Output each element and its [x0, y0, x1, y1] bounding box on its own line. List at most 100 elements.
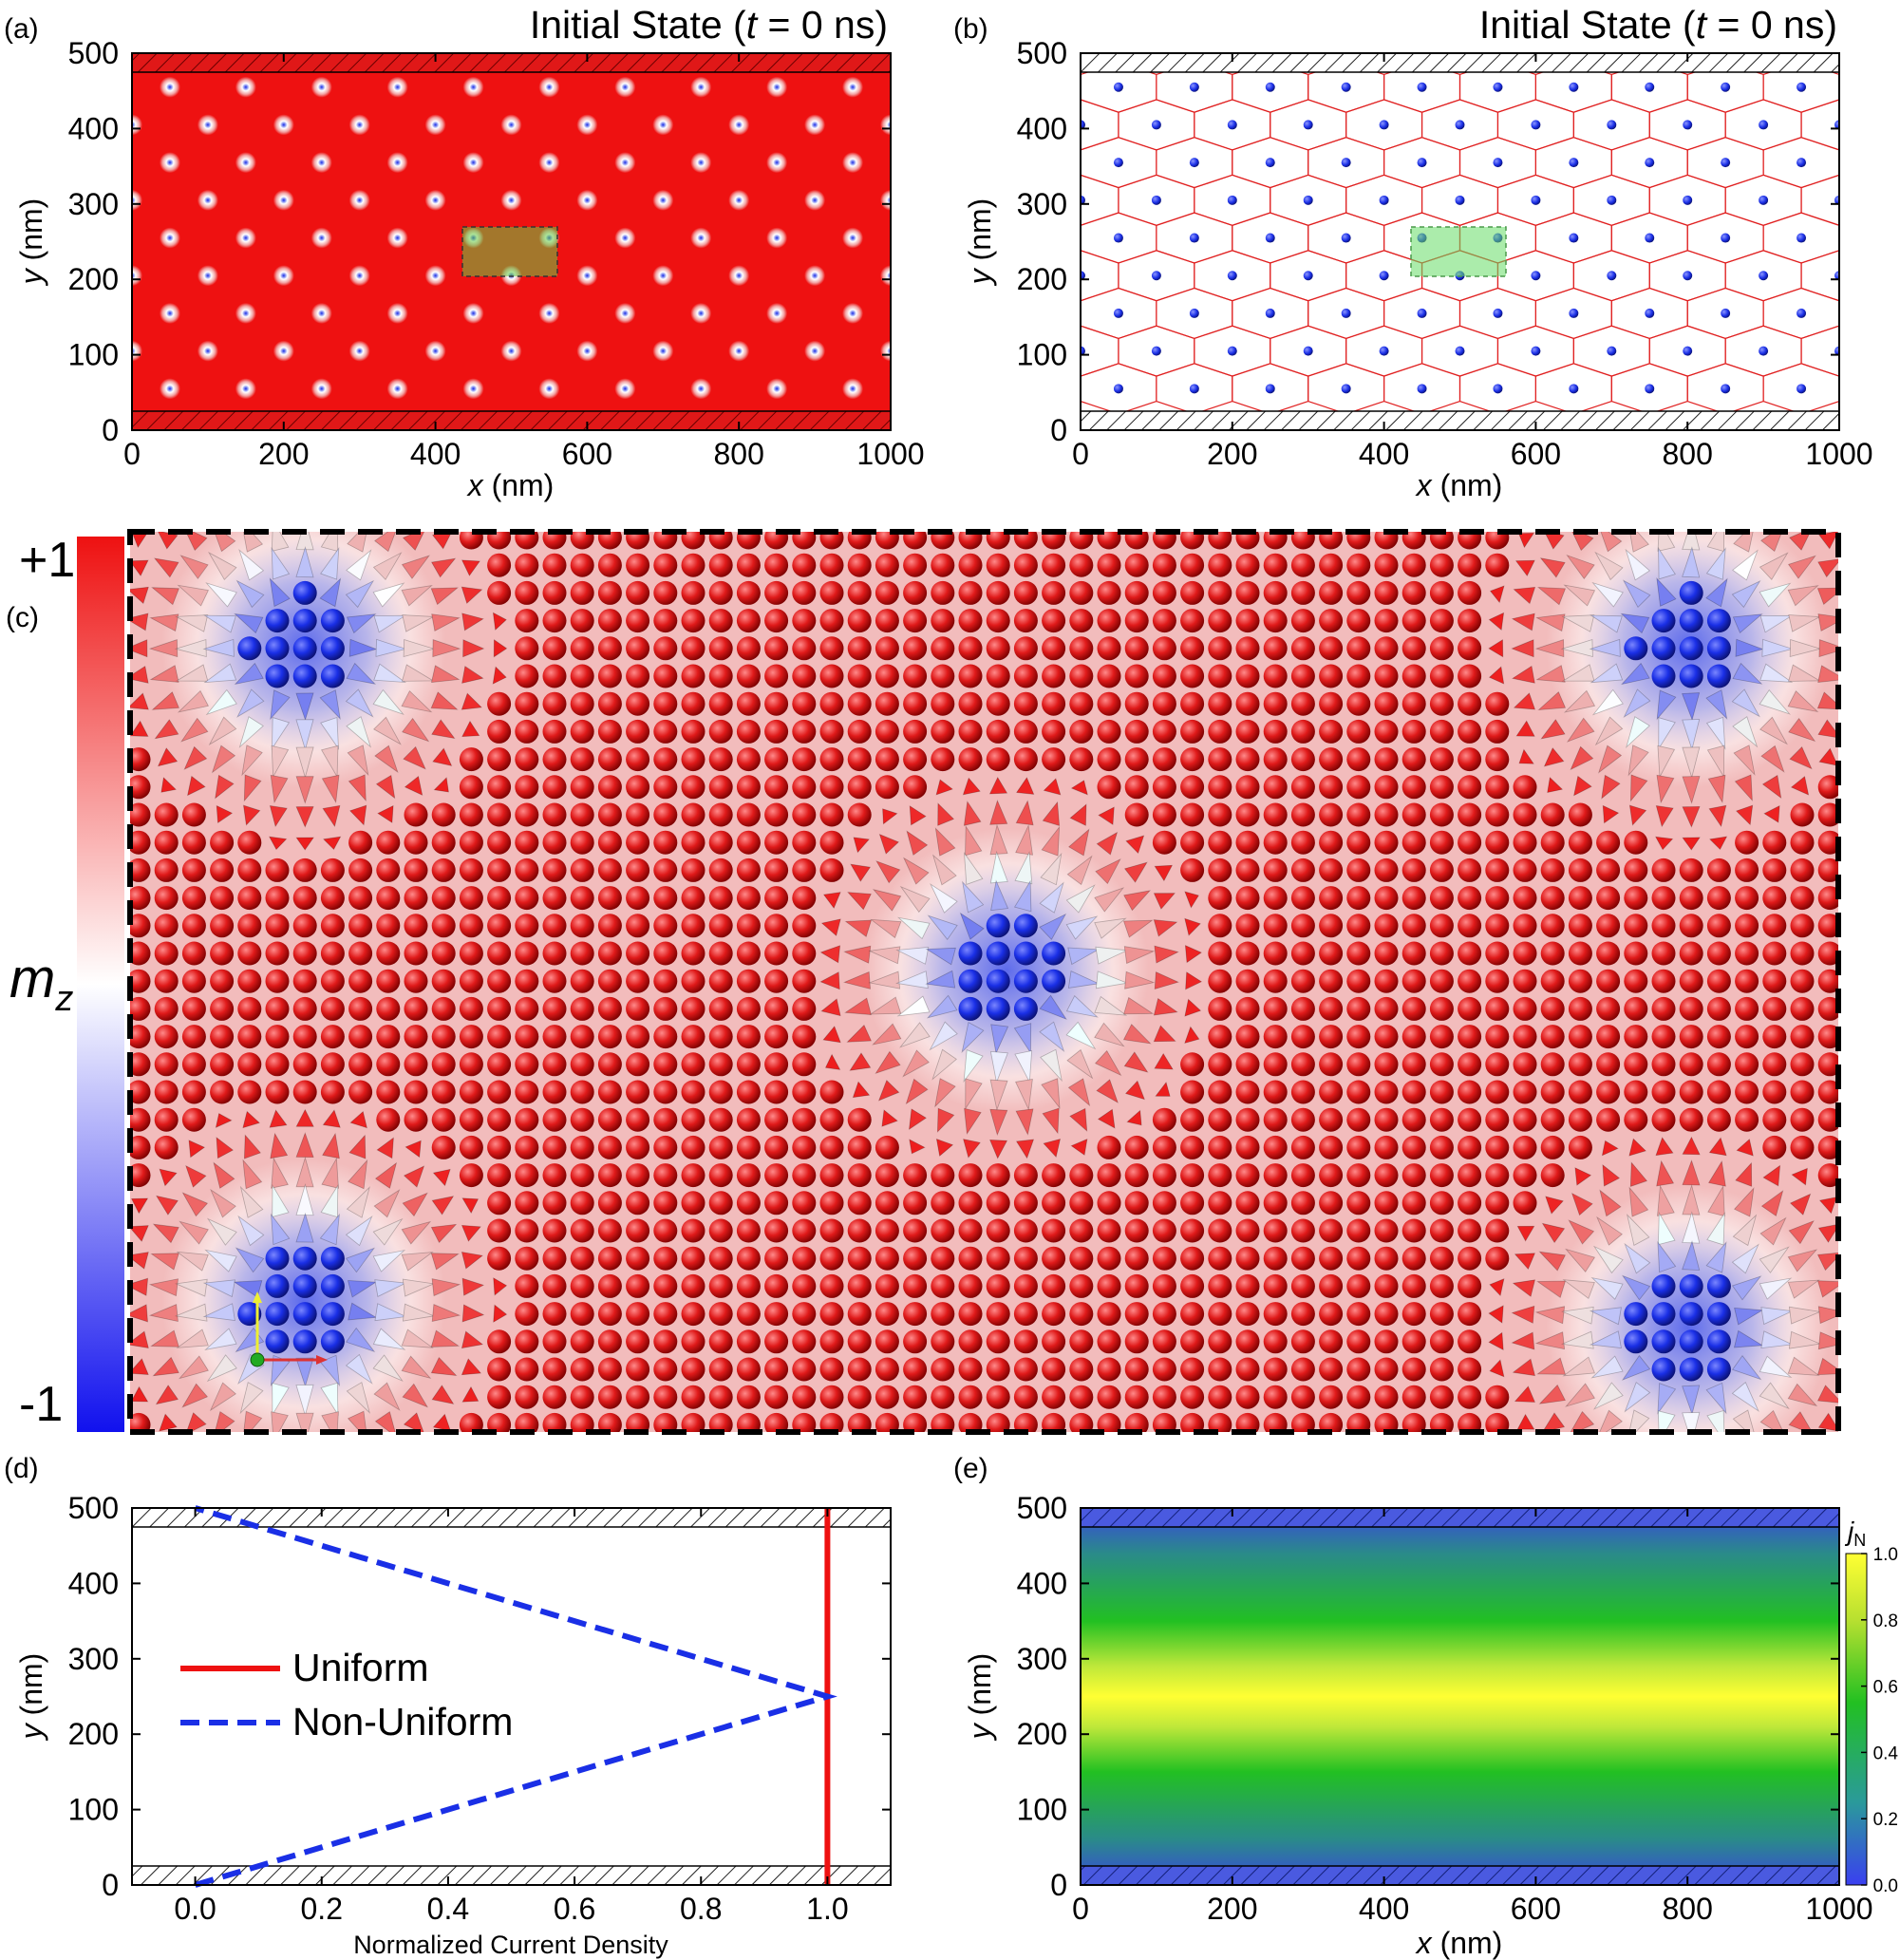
spin-cone: [1066, 1048, 1094, 1080]
spin-up: [847, 1107, 872, 1132]
spin-up: [986, 691, 1010, 716]
spin-up: [1346, 636, 1371, 661]
spin-up: [1290, 553, 1315, 577]
spin-up: [1429, 914, 1454, 938]
spin-cone: [1094, 1022, 1125, 1047]
spin-up: [181, 1080, 206, 1104]
spin-cone: [1759, 614, 1794, 633]
spin-cone: [319, 1354, 341, 1387]
spin-cone: [130, 692, 149, 710]
spin-up: [653, 664, 678, 688]
skyrmion-center: [1531, 195, 1541, 205]
skyrmion-center: [1759, 271, 1769, 281]
spin-up: [1568, 1052, 1592, 1077]
spin-down: [265, 664, 290, 688]
spin-cone: [270, 1213, 291, 1246]
spin-up: [1429, 969, 1454, 993]
spin-cone: [345, 1216, 373, 1247]
spin-up: [1180, 609, 1205, 633]
spin-up: [1513, 996, 1537, 1021]
spin-up: [708, 941, 733, 966]
skyrmion-center: [1607, 346, 1617, 356]
skyrmion-center: [1341, 233, 1351, 243]
spin-up: [1790, 914, 1815, 938]
spin-up: [1624, 858, 1648, 882]
spin-cone: [1598, 744, 1623, 774]
spin-up: [515, 886, 539, 911]
spin-cone: [1562, 1279, 1595, 1299]
spin-up: [515, 802, 539, 827]
spin-up: [1374, 1191, 1399, 1216]
spin-up: [708, 609, 733, 633]
spin-up: [1319, 941, 1344, 966]
skyrmion: [132, 265, 142, 287]
spin-cone: [1043, 778, 1062, 796]
spin-cone: [202, 1279, 235, 1298]
panel-d: (d) Uniform Non-Uniform 0.0 0.2 0.4 0.6 0.8 1…: [4, 1453, 892, 1959]
spin-up: [1429, 1135, 1454, 1159]
colorbar-tick-label: 0.4: [1873, 1743, 1899, 1763]
spin-up: [819, 1135, 844, 1159]
spin-up: [931, 636, 955, 661]
spin-up: [903, 664, 928, 688]
spin-cone: [962, 777, 981, 796]
spin-down: [1706, 664, 1731, 688]
spin-up: [819, 1273, 844, 1298]
spin-up: [764, 553, 789, 577]
spin-up: [515, 830, 539, 855]
skyrmion: [310, 227, 332, 249]
spin-cone: [206, 1217, 237, 1246]
spin-up: [1124, 1329, 1149, 1354]
spin-up: [542, 1273, 567, 1298]
spin-up: [708, 1191, 733, 1216]
spin-up: [487, 553, 512, 577]
spin-up: [1097, 636, 1121, 661]
panel-b-xtick-label: 400: [1359, 437, 1409, 471]
spin-up: [875, 1191, 899, 1216]
spin-cone: [905, 1078, 929, 1105]
spin-cone: [989, 800, 1008, 825]
spin-up: [1401, 1302, 1426, 1327]
spin-up: [653, 1218, 678, 1243]
spin-up: [515, 1302, 539, 1327]
panel-e-colorbar-title: jN: [1844, 1517, 1866, 1550]
skyrmion-center: [1081, 195, 1085, 205]
panel-b-xtick-label: 600: [1511, 437, 1561, 471]
legend-uniform-label: Uniform: [292, 1646, 429, 1689]
spin-up: [1374, 1052, 1399, 1077]
spin-up: [1263, 719, 1288, 744]
spin-up: [1124, 1302, 1149, 1327]
spin-up: [792, 1385, 817, 1409]
spin-up: [1290, 775, 1315, 800]
spin-up: [1458, 719, 1482, 744]
spin-cone: [820, 998, 841, 1017]
spin-cone: [1041, 1078, 1061, 1109]
spin-up: [1208, 1246, 1232, 1271]
spin-cone: [431, 1385, 455, 1404]
spin-up: [958, 636, 983, 661]
spin-cone: [402, 717, 430, 743]
spin-up: [1290, 1385, 1315, 1409]
spin-up: [1235, 532, 1260, 550]
spin-cone: [1536, 1280, 1567, 1298]
spin-up: [1124, 719, 1149, 744]
spin-cone: [401, 1220, 432, 1245]
spin-cone: [847, 892, 872, 911]
spin-up: [653, 691, 678, 716]
spin-up: [181, 1025, 206, 1049]
spin-cone: [130, 1225, 149, 1242]
spin-up: [708, 664, 733, 688]
spin-up: [487, 1163, 512, 1188]
skyrmion-center: [1265, 233, 1275, 243]
spin-up: [1679, 1025, 1703, 1049]
spin-up: [376, 886, 401, 911]
spin-up: [1374, 969, 1399, 993]
spin-cone: [269, 577, 291, 608]
skyrmion-center: [1189, 82, 1199, 92]
skyrmion-center: [1645, 233, 1655, 243]
skyrmion-center: [1417, 82, 1427, 92]
spin-up: [1013, 1218, 1038, 1243]
spin-cone: [1015, 777, 1035, 795]
spin-cone: [159, 1168, 178, 1187]
spin-cone: [1561, 664, 1595, 682]
